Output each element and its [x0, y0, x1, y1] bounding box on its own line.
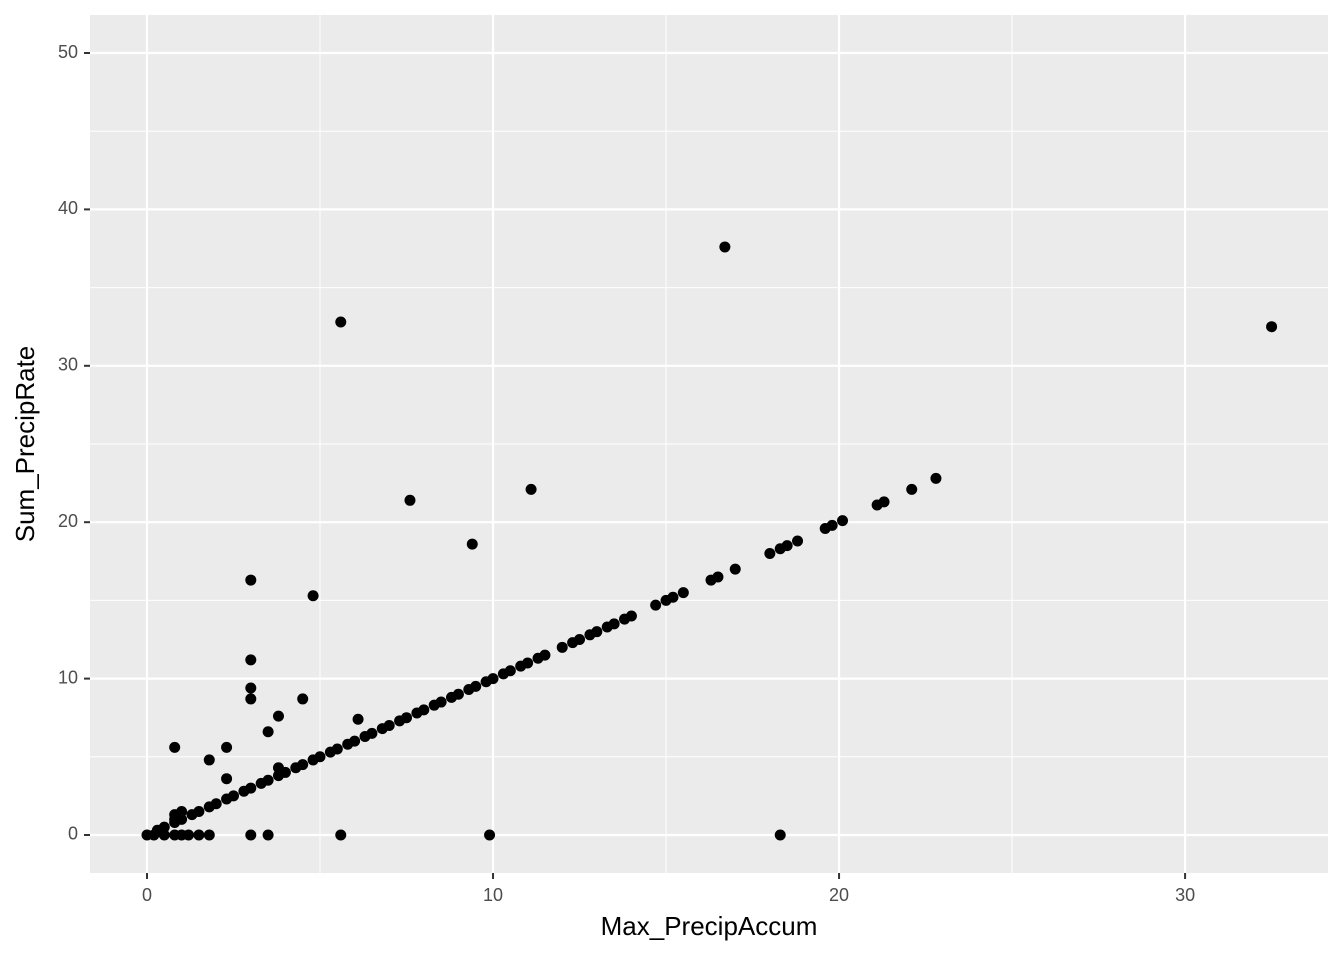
- point: [183, 829, 195, 841]
- point: [401, 712, 413, 724]
- point: [331, 743, 343, 755]
- point: [352, 713, 364, 725]
- y-tick-label: 20: [58, 511, 78, 531]
- point: [487, 673, 499, 685]
- point: [556, 641, 568, 653]
- x-tick-label: 30: [1175, 885, 1195, 905]
- point: [764, 547, 776, 559]
- y-tick-label: 10: [58, 667, 78, 687]
- point: [539, 649, 551, 661]
- point: [525, 483, 537, 495]
- point: [335, 829, 347, 841]
- point: [297, 759, 309, 771]
- point: [712, 571, 724, 583]
- point: [452, 688, 464, 700]
- point: [203, 829, 215, 841]
- point: [625, 610, 637, 622]
- point: [781, 540, 793, 552]
- point: [227, 790, 239, 802]
- y-axis-title: Sum_PrecipRate: [10, 346, 40, 543]
- y-tick-label: 40: [58, 198, 78, 218]
- point: [245, 782, 257, 794]
- point: [930, 472, 942, 484]
- point: [729, 563, 741, 575]
- y-tick-label: 0: [68, 824, 78, 844]
- point: [193, 829, 205, 841]
- point: [203, 754, 215, 766]
- point: [837, 515, 849, 527]
- point: [221, 773, 233, 785]
- point: [314, 751, 326, 763]
- point: [1266, 321, 1278, 333]
- point: [522, 657, 534, 669]
- point: [470, 680, 482, 692]
- point: [245, 654, 257, 666]
- point: [466, 538, 478, 550]
- point: [484, 829, 496, 841]
- point: [262, 774, 274, 786]
- point: [878, 496, 890, 508]
- x-axis-title: Max_PrecipAccum: [601, 911, 818, 941]
- point: [148, 829, 160, 841]
- point: [262, 829, 274, 841]
- point: [245, 682, 257, 694]
- point: [792, 535, 804, 547]
- point: [366, 727, 378, 739]
- point: [307, 590, 319, 602]
- point: [906, 483, 918, 495]
- x-tick-label: 10: [483, 885, 503, 905]
- point: [335, 316, 347, 328]
- point: [272, 710, 284, 722]
- point: [272, 762, 284, 774]
- point: [650, 599, 662, 611]
- x-tick-label: 20: [829, 885, 849, 905]
- point: [418, 704, 430, 716]
- point: [158, 829, 170, 841]
- x-tick-label: 0: [142, 885, 152, 905]
- point: [245, 829, 257, 841]
- point: [349, 735, 361, 747]
- grid: [90, 15, 1328, 873]
- y-tick-label: 50: [58, 42, 78, 62]
- point: [826, 519, 838, 531]
- y-tick-label: 30: [58, 355, 78, 375]
- point: [169, 741, 181, 753]
- point: [297, 693, 309, 705]
- point: [245, 693, 257, 705]
- point: [677, 587, 689, 599]
- point: [591, 626, 603, 638]
- point: [383, 720, 395, 732]
- point: [774, 829, 786, 841]
- point: [404, 494, 416, 506]
- point: [193, 806, 205, 818]
- point: [667, 591, 679, 603]
- point: [574, 633, 586, 645]
- point: [435, 696, 447, 708]
- point: [719, 241, 731, 253]
- point: [158, 821, 170, 833]
- point: [169, 813, 181, 825]
- point: [262, 726, 274, 738]
- point: [504, 665, 516, 677]
- point: [608, 618, 620, 630]
- points: [141, 241, 1278, 841]
- point: [176, 806, 188, 818]
- point: [221, 741, 233, 753]
- point: [210, 798, 222, 810]
- point: [245, 574, 257, 586]
